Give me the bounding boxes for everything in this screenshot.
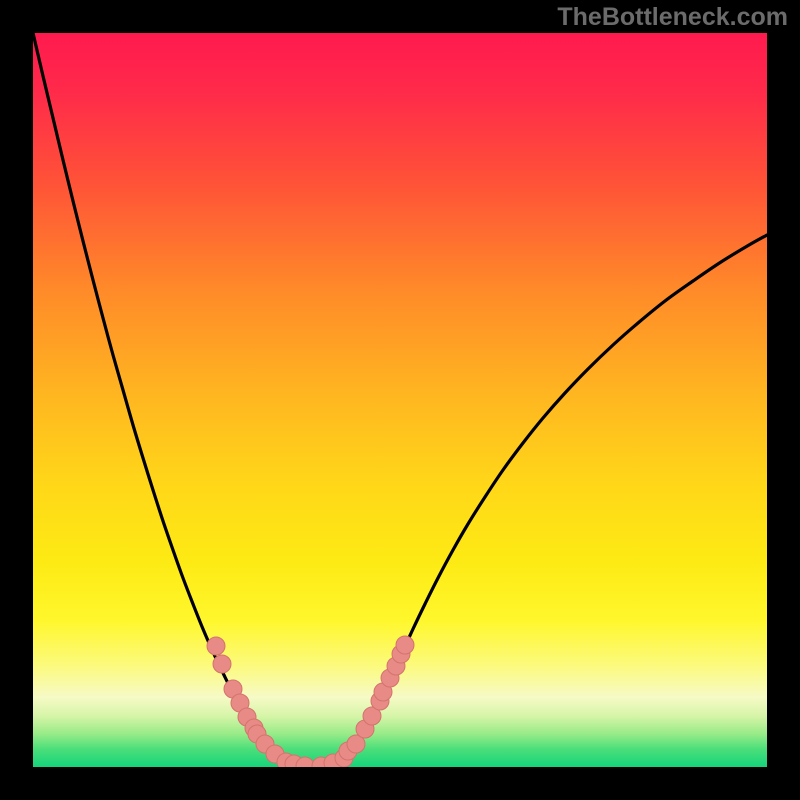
chart-container: TheBottleneck.com xyxy=(0,0,800,800)
plot-area xyxy=(33,33,767,767)
bottleneck-curve-chart xyxy=(33,33,767,767)
watermark-text: TheBottleneck.com xyxy=(557,3,788,32)
data-marker xyxy=(213,655,231,673)
data-marker xyxy=(396,636,414,654)
data-marker xyxy=(207,637,225,655)
